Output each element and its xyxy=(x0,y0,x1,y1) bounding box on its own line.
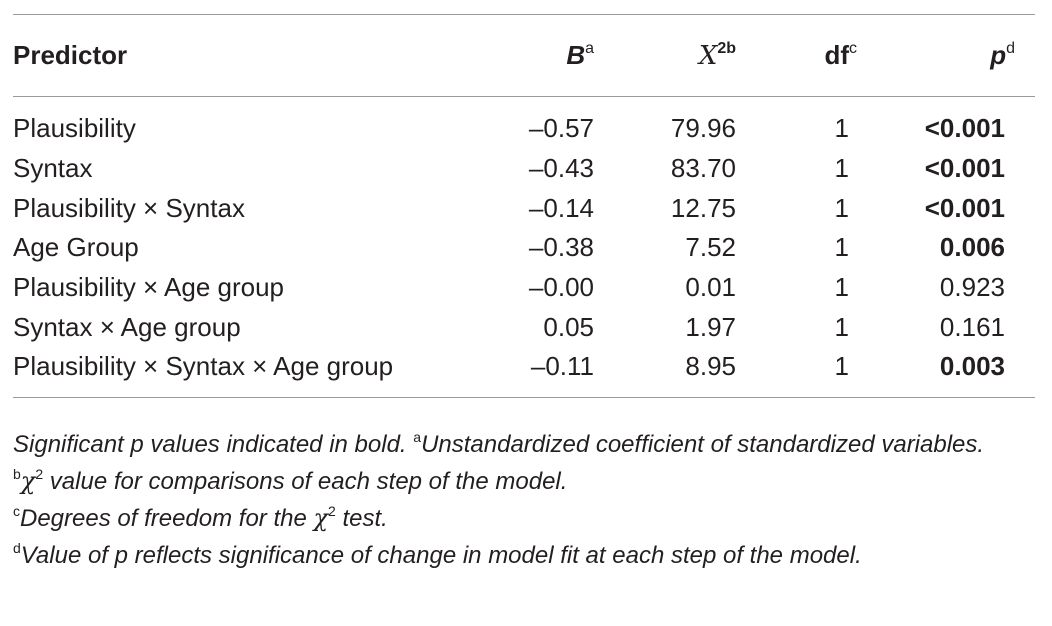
df-cell: 1 xyxy=(834,113,849,144)
predictor-cell: Plausibility × Syntax × Age group xyxy=(13,351,394,382)
header-p: pd xyxy=(990,40,1015,70)
footnote-d: dValue of p reflects significance of cha… xyxy=(13,540,862,569)
chi-square-cell: 12.75 xyxy=(670,192,736,223)
table-row: Plausibility × Age group –0.00 0.01 1 0.923 xyxy=(13,268,1035,308)
table-row: Plausibility × Syntax –0.14 12.75 1 <0.001 xyxy=(13,188,1035,228)
header-df: dfc xyxy=(824,40,857,70)
chi-square-cell: 83.70 xyxy=(670,153,736,184)
table-row: Plausibility × Syntax × Age group –0.11 8.… xyxy=(13,347,1035,397)
b-cell: –0.00 xyxy=(528,272,594,303)
p-value-cell: 0.923 xyxy=(939,272,1005,303)
table-row: Syntax × Age group 0.05 1.97 1 0.161 xyxy=(13,307,1035,347)
header-b: Ba xyxy=(566,40,594,70)
b-cell: –0.38 xyxy=(528,232,594,263)
results-table: Predictor Ba X2b dfc pd xyxy=(13,15,1035,96)
table-footnotes: Significant p values indicated in bold. … xyxy=(13,426,1013,574)
results-table-body: Plausibility –0.57 79.96 1 <0.001 Syntax –0.43… xyxy=(13,97,1035,397)
chi-square-cell: 79.96 xyxy=(670,113,736,144)
predictor-cell: Plausibility xyxy=(13,113,136,144)
predictor-cell: Age Group xyxy=(13,232,139,263)
top-rule xyxy=(13,14,1035,15)
df-cell: 1 xyxy=(834,272,849,303)
p-value-cell: 0.003 xyxy=(939,351,1005,382)
header-predictor: Predictor xyxy=(13,40,128,70)
chi-square-cell: 1.97 xyxy=(685,311,736,342)
p-value-cell: 0.161 xyxy=(939,311,1005,342)
header-row: Predictor Ba X2b dfc pd xyxy=(13,15,1035,96)
b-cell: 0.05 xyxy=(543,311,594,342)
df-cell: 1 xyxy=(834,351,849,382)
results-table-container: Predictor Ba X2b dfc pd Plausibility –0.5… xyxy=(13,14,1035,398)
df-cell: 1 xyxy=(834,232,849,263)
df-cell: 1 xyxy=(834,311,849,342)
chi-square-cell: 7.52 xyxy=(685,232,736,263)
p-value-cell: 0.006 xyxy=(939,232,1005,263)
predictor-cell: Plausibility × Syntax xyxy=(13,192,245,223)
header-chi-square: X2b xyxy=(698,39,736,71)
footnote-significance: Significant p values indicated in bold. … xyxy=(13,429,985,458)
b-cell: –0.14 xyxy=(528,192,594,223)
chi-square-cell: 0.01 xyxy=(685,272,736,303)
df-cell: 1 xyxy=(834,192,849,223)
table-row: Age Group –0.38 7.52 1 0.006 xyxy=(13,228,1035,268)
header-rule xyxy=(13,96,1035,97)
b-cell: –0.11 xyxy=(530,351,594,382)
predictor-cell: Syntax xyxy=(13,153,93,184)
df-cell: 1 xyxy=(834,153,849,184)
footnote-c: cDegrees of freedom for the χ2 test. xyxy=(13,503,388,532)
p-value-cell: <0.001 xyxy=(924,192,1005,223)
p-value-cell: <0.001 xyxy=(924,113,1005,144)
predictor-cell: Plausibility × Age group xyxy=(13,272,285,303)
b-cell: –0.43 xyxy=(528,153,594,184)
predictor-cell: Syntax × Age group xyxy=(13,311,241,342)
chi-square-cell: 8.95 xyxy=(685,351,736,382)
table-row: Plausibility –0.57 79.96 1 <0.001 xyxy=(13,97,1035,149)
bottom-rule xyxy=(13,396,1035,398)
p-value-cell: <0.001 xyxy=(924,153,1005,184)
table-row: Syntax –0.43 83.70 1 <0.001 xyxy=(13,149,1035,189)
b-cell: –0.57 xyxy=(528,113,594,144)
footnote-b: bχ2 value for comparisons of each step o… xyxy=(13,466,568,495)
